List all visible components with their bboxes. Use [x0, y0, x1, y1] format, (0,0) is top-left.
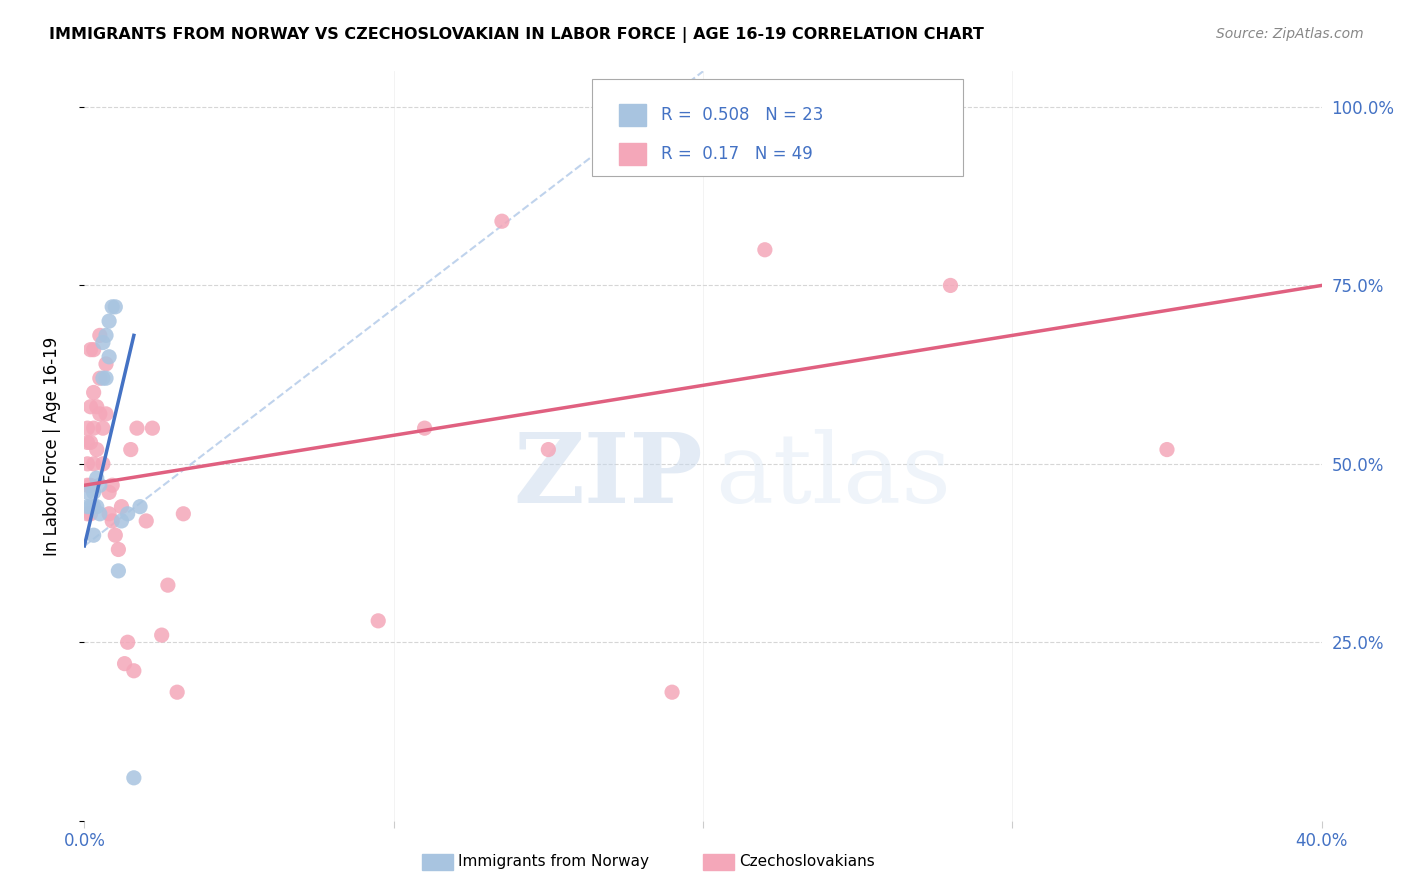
Point	[107, 542, 129, 557]
Point	[1156, 442, 1178, 457]
Point	[172, 507, 194, 521]
Point	[107, 564, 129, 578]
Point	[129, 500, 152, 514]
Point	[101, 300, 124, 314]
Point	[79, 400, 101, 414]
Text: ZIP: ZIP	[513, 429, 703, 523]
Point	[83, 500, 105, 514]
Point	[76, 457, 98, 471]
Point	[89, 407, 111, 421]
Point	[122, 771, 145, 785]
Point	[79, 478, 101, 492]
Point	[110, 500, 132, 514]
Point	[101, 478, 124, 492]
Point	[110, 514, 132, 528]
FancyBboxPatch shape	[592, 78, 963, 177]
Point	[135, 514, 157, 528]
Point	[94, 371, 117, 385]
Text: Immigrants from Norway: Immigrants from Norway	[458, 855, 650, 869]
Point	[94, 407, 117, 421]
Text: IMMIGRANTS FROM NORWAY VS CZECHOSLOVAKIAN IN LABOR FORCE | AGE 16-19 CORRELATION: IMMIGRANTS FROM NORWAY VS CZECHOSLOVAKIA…	[49, 27, 984, 43]
Point	[117, 507, 139, 521]
Point	[104, 528, 127, 542]
Point	[91, 371, 114, 385]
Point	[98, 350, 121, 364]
Point	[76, 500, 98, 514]
Point	[79, 343, 101, 357]
Point	[150, 628, 173, 642]
Point	[83, 421, 105, 435]
Point	[156, 578, 179, 592]
Point	[367, 614, 389, 628]
Point	[83, 485, 105, 500]
Point	[537, 442, 560, 457]
Text: Source: ZipAtlas.com: Source: ZipAtlas.com	[1216, 27, 1364, 41]
Point	[79, 507, 101, 521]
Point	[83, 343, 105, 357]
Point	[98, 485, 121, 500]
Point	[166, 685, 188, 699]
Point	[86, 400, 108, 414]
Point	[79, 500, 101, 514]
Point	[76, 507, 98, 521]
Y-axis label: In Labor Force | Age 16-19: In Labor Force | Age 16-19	[42, 336, 60, 556]
Point	[141, 421, 163, 435]
Point	[89, 478, 111, 492]
Point	[91, 457, 114, 471]
Point	[76, 435, 98, 450]
Point	[91, 421, 114, 435]
Point	[89, 328, 111, 343]
Point	[104, 300, 127, 314]
Point	[76, 421, 98, 435]
Point	[939, 278, 962, 293]
Point	[76, 485, 98, 500]
Text: R =  0.508   N = 23: R = 0.508 N = 23	[661, 106, 824, 124]
Point	[94, 328, 117, 343]
Point	[94, 357, 117, 371]
Point	[661, 685, 683, 699]
Point	[86, 471, 108, 485]
Point	[83, 528, 105, 542]
Point	[89, 371, 111, 385]
Point	[86, 500, 108, 514]
Point	[413, 421, 436, 435]
Text: atlas: atlas	[716, 429, 952, 523]
Point	[83, 385, 105, 400]
Point	[754, 243, 776, 257]
Point	[120, 442, 142, 457]
Point	[117, 635, 139, 649]
Point	[491, 214, 513, 228]
Point	[122, 664, 145, 678]
Bar	[619, 143, 647, 165]
Point	[76, 478, 98, 492]
Point	[89, 507, 111, 521]
Point	[98, 507, 121, 521]
Point	[91, 335, 114, 350]
Point	[79, 435, 101, 450]
Text: R =  0.17   N = 49: R = 0.17 N = 49	[661, 145, 813, 163]
Text: Czechoslovakians: Czechoslovakians	[740, 855, 876, 869]
Point	[86, 442, 108, 457]
Point	[125, 421, 148, 435]
Point	[83, 457, 105, 471]
Bar	[619, 104, 647, 127]
Point	[101, 514, 124, 528]
Point	[98, 314, 121, 328]
Point	[114, 657, 136, 671]
